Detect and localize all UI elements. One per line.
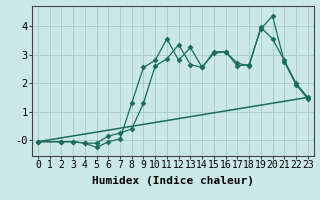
X-axis label: Humidex (Indice chaleur): Humidex (Indice chaleur) [92,176,254,186]
